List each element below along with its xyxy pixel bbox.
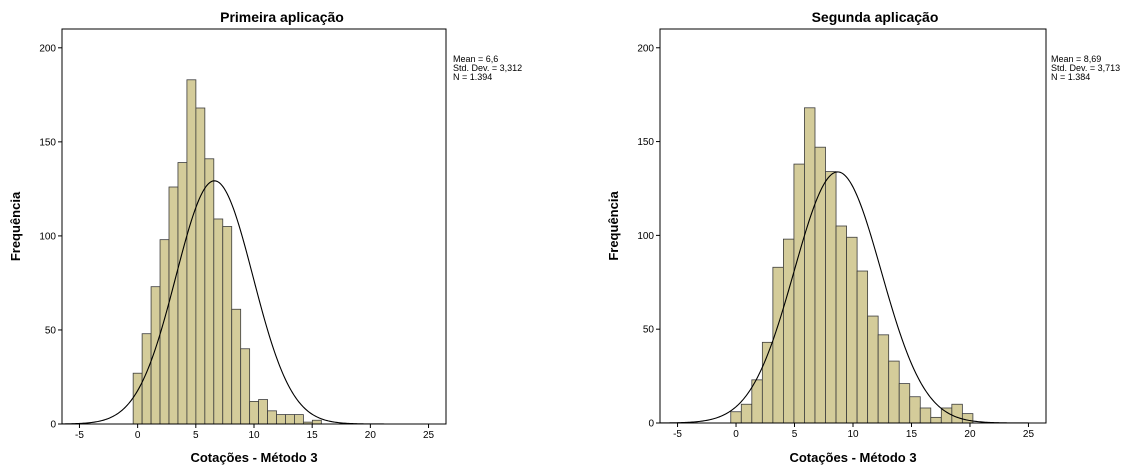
y-tick-label: 50 (45, 325, 57, 336)
histogram-bar (867, 315, 879, 424)
y-tick-label: 100 (637, 231, 654, 242)
histogram-bar (267, 410, 277, 425)
y-tick-label: 150 (637, 137, 654, 148)
y-axis-label: Frequência (606, 191, 621, 261)
x-axis-label: Cotações - Método 3 (789, 450, 916, 465)
histogram-bar (150, 286, 161, 425)
histogram-bar (132, 372, 143, 425)
histogram-bar (240, 348, 251, 425)
plot-frame (61, 28, 447, 425)
histogram-bar (856, 270, 869, 424)
histogram-bar (898, 383, 911, 424)
y-tick-label: 200 (39, 43, 56, 54)
histogram-bar (909, 396, 921, 424)
x-tick-label: 0 (135, 430, 141, 441)
stats-line: Mean = 6,6 (453, 54, 498, 64)
histogram-bar (951, 403, 963, 424)
histogram-bar (159, 239, 170, 425)
x-tick-label: 25 (423, 430, 435, 441)
histogram-bar (195, 107, 206, 425)
y-tick-label: 0 (648, 419, 654, 430)
histogram-bar (846, 236, 858, 424)
histogram-panel-1: -5 0 5 10 15 20 25 0 50 100 150 200 Primeira aplicaç… (8, 9, 522, 465)
histogram-bar (793, 163, 805, 424)
histogram-panel-2: -5 0 5 10 15 20 25 0 50 100 150 200 Segunda aplicaçã… (606, 9, 1120, 465)
y-tick-label: 200 (637, 43, 654, 54)
stats-line: N = 1.384 (1051, 72, 1090, 82)
histogram-bar (835, 225, 847, 424)
histogram-bar (751, 379, 763, 424)
histogram-bar (294, 414, 304, 425)
x-tick-label: -5 (75, 430, 84, 441)
x-tick-label: 5 (792, 429, 798, 440)
histogram-bar (814, 146, 826, 424)
histogram-bar (919, 407, 932, 424)
histogram-bar (311, 419, 322, 425)
normal-curve (659, 171, 1046, 424)
histogram-bar (249, 401, 259, 425)
histogram-bar (213, 218, 224, 425)
histogram-bar (285, 414, 295, 425)
histogram-bar (276, 414, 286, 425)
x-tick-label: 15 (906, 429, 918, 440)
x-tick-label: 10 (847, 429, 859, 440)
normal-curve (61, 180, 446, 425)
histogram-bar (730, 411, 742, 424)
x-tick-label: 0 (733, 429, 739, 440)
histogram-bar (961, 413, 974, 424)
stats-line: Std. Dev. = 3,713 (1051, 63, 1120, 73)
y-tick-label: 0 (50, 420, 56, 431)
histogram-bar (186, 79, 197, 425)
stats-line: N = 1.394 (453, 72, 492, 82)
histogram-bar (258, 399, 268, 425)
x-tick-label: -5 (673, 429, 682, 440)
stats-line: Std. Dev. = 3,312 (453, 63, 522, 73)
histogram-bar (783, 238, 795, 424)
histogram-bar (772, 266, 784, 424)
x-axis-label: Cotações - Método 3 (190, 450, 317, 465)
stats-line: Mean = 8,69 (1051, 54, 1101, 64)
histogram-bar (204, 158, 215, 425)
chart-title: Primeira aplicação (220, 9, 344, 25)
x-tick-label: 5 (193, 430, 199, 441)
y-tick-label: 100 (39, 231, 56, 242)
histogram-bar (888, 360, 900, 424)
x-tick-label: 20 (365, 430, 377, 441)
histogram-bar (877, 334, 890, 424)
histogram-bar (222, 226, 233, 425)
histogram-bar (825, 171, 837, 424)
y-axis-label: Frequência (8, 191, 23, 261)
histogram-bar (177, 162, 188, 425)
x-tick-label: 25 (1023, 429, 1035, 440)
histogram-bar (804, 107, 816, 424)
x-tick-label: 15 (307, 430, 319, 441)
histogram-bar (168, 186, 179, 425)
y-tick-label: 50 (643, 325, 655, 336)
histogram-bar (740, 403, 753, 424)
chart-title: Segunda aplicação (812, 9, 939, 25)
x-tick-label: 20 (964, 429, 976, 440)
histogram-bar (930, 416, 942, 424)
x-tick-label: 10 (248, 430, 260, 441)
y-tick-label: 150 (39, 137, 56, 148)
histogram-bar (231, 308, 242, 425)
